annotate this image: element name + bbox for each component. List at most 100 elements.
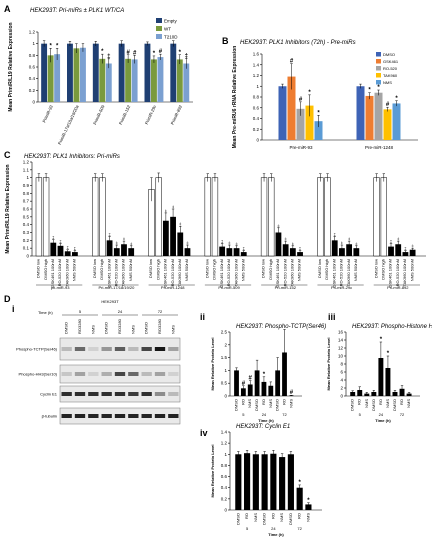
blot-lane-label: NMS bbox=[130, 325, 135, 334]
A-legend-swatch bbox=[156, 34, 162, 39]
Diii-y-tick-label: 14 bbox=[338, 338, 344, 343]
panel-C-title: HEK293T: PLK1 Inhibitors: Pri-miRs bbox=[24, 154, 120, 160]
A-bar bbox=[41, 43, 48, 102]
blot-band bbox=[128, 414, 139, 418]
Dii-bar bbox=[234, 370, 239, 396]
C-sig: ‡ bbox=[341, 240, 343, 245]
blot-band bbox=[168, 347, 179, 351]
C-sig: ‡ bbox=[235, 241, 237, 246]
C-bar bbox=[260, 177, 268, 257]
B-legend-swatch bbox=[376, 66, 381, 71]
Div-sub-letter: iv bbox=[200, 428, 208, 438]
C-lane-label: TAK960 100nM bbox=[402, 259, 407, 287]
C-lane-label: DMSO low bbox=[36, 259, 41, 278]
B-legend-label: TAK960 bbox=[383, 73, 398, 78]
C-sig: ‡ bbox=[116, 240, 118, 245]
C-bar bbox=[275, 232, 282, 256]
Diii-sub-letter: iii bbox=[328, 312, 336, 322]
Dii-sig: # bbox=[242, 381, 246, 387]
C-bar bbox=[170, 216, 176, 256]
B-sig: # bbox=[290, 59, 294, 65]
C-sig: ‡ bbox=[123, 236, 125, 241]
C-sig: ‡ bbox=[74, 246, 76, 251]
Div-y-tick-label: 1.2 bbox=[221, 441, 228, 446]
B-sig: * bbox=[368, 88, 371, 94]
C-sig: ‡ bbox=[221, 238, 223, 243]
Diii-bar bbox=[378, 358, 384, 396]
blot-band bbox=[114, 414, 126, 418]
A-bar bbox=[176, 59, 183, 102]
C-lane-label: DMSO high bbox=[43, 259, 48, 280]
Dii-group-label: NMS bbox=[268, 399, 273, 408]
B-y-tick-label: 1 bbox=[256, 84, 259, 89]
blot-band bbox=[154, 392, 166, 396]
C-lane-label: GSK461 100nM bbox=[331, 259, 336, 287]
C-bar bbox=[57, 245, 64, 256]
C-bar bbox=[42, 177, 50, 257]
Diii-time: 5 bbox=[359, 412, 362, 417]
C-bar bbox=[373, 177, 380, 257]
blot-band bbox=[101, 372, 112, 376]
C-bar bbox=[72, 252, 78, 256]
Div-xlabel: Time (h) bbox=[268, 532, 284, 537]
C-sig: ‡ bbox=[172, 204, 174, 209]
Div-y-tick-label: 1 bbox=[224, 452, 227, 457]
C-lane-label: TAK960 100nM bbox=[121, 259, 126, 287]
Dii-group-label: DMSO bbox=[254, 399, 259, 411]
C-y-tick-label: 0.4 bbox=[23, 222, 30, 227]
C-sig: ‡ bbox=[165, 208, 167, 213]
C-lane-label: DMSO high bbox=[324, 259, 329, 280]
blot-lane-label: RO3280 bbox=[77, 318, 82, 334]
C-y-tick-label: 0.6 bbox=[23, 207, 30, 212]
C-sig: ‡ bbox=[179, 221, 181, 226]
C-sig: ‡ bbox=[404, 246, 406, 251]
A-sig: * bbox=[56, 43, 59, 49]
C-sig: ‡ bbox=[108, 231, 110, 236]
C-sig: ‡ bbox=[67, 245, 69, 250]
blot-band bbox=[114, 392, 126, 396]
Diii-group-label: DMSO bbox=[392, 399, 397, 411]
B-bar bbox=[374, 92, 383, 140]
A-y-tick-label: 0.4 bbox=[29, 76, 36, 81]
C-bar bbox=[240, 252, 247, 256]
Diii-bar bbox=[399, 388, 405, 396]
blot-band bbox=[168, 414, 179, 418]
C-lane-label: GSK461 100nM bbox=[275, 259, 280, 287]
C-bar bbox=[409, 249, 416, 256]
panel-Di-letter: i bbox=[12, 304, 15, 314]
C-lane-label: DMSO high bbox=[155, 259, 160, 280]
panel-B-title: HEK293T: PLK1 Inhibitors (72h) - Pre-miR… bbox=[240, 40, 356, 46]
Div-bar bbox=[270, 453, 277, 510]
A-bar bbox=[118, 43, 125, 102]
Diii-group-label: NMS bbox=[385, 399, 390, 408]
Div-bar bbox=[296, 487, 303, 510]
Dii-y-tick-label: 2 bbox=[224, 342, 227, 347]
C-bar bbox=[64, 251, 71, 256]
C-lane-label: DMSO low bbox=[92, 259, 97, 278]
blot-band bbox=[114, 347, 126, 351]
C-lane-label: NMS 500nM bbox=[409, 259, 414, 281]
C-bar bbox=[226, 248, 233, 256]
B-bar bbox=[305, 105, 314, 140]
panel-A-letter: A bbox=[4, 4, 11, 14]
Dii-bar bbox=[254, 370, 260, 396]
C-lane-label: GSK461 100nM bbox=[50, 259, 55, 287]
Dii-title: HEK293T: Phospho-TCTP(Ser46) bbox=[236, 324, 326, 330]
C-bar bbox=[35, 177, 43, 257]
C-lane-label: TAK960 100nM bbox=[290, 259, 295, 287]
C-bar bbox=[282, 244, 289, 256]
C-bar bbox=[106, 240, 113, 256]
C-bar bbox=[204, 177, 211, 257]
Div-y-tick-label: 0 bbox=[224, 508, 227, 513]
A-bar bbox=[47, 55, 54, 102]
A-y-tick-label: 1.2 bbox=[29, 30, 36, 35]
C-bar bbox=[211, 177, 219, 257]
A-bar bbox=[183, 63, 190, 102]
C-lane-label: NMS 500nM bbox=[353, 259, 358, 281]
C-bar bbox=[162, 220, 169, 256]
blot-band bbox=[168, 392, 179, 396]
C-sig: ‡ bbox=[411, 243, 413, 248]
B-y-tick-label: 0 bbox=[256, 138, 259, 143]
C-lane-label: TAK960 100nM bbox=[233, 259, 238, 287]
A-category: PrimiR-17a/18a/19/20a bbox=[57, 104, 80, 146]
